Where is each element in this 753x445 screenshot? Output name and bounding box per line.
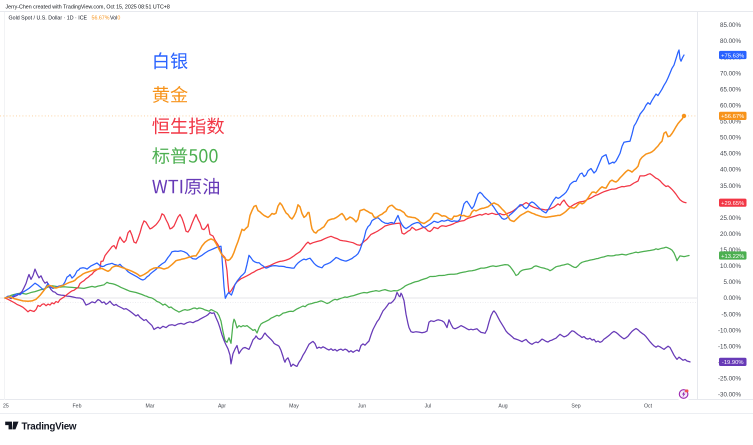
svg-text:Feb: Feb <box>73 404 82 410</box>
svg-text:Jerry-Chen created with Tradin: Jerry-Chen created with TradingView.com,… <box>6 4 170 10</box>
svg-text:+75.63%: +75.63% <box>721 53 744 59</box>
svg-text:70.00%: 70.00% <box>720 70 741 77</box>
svg-text:TradingView: TradingView <box>22 422 77 433</box>
svg-text:55.00%: 55.00% <box>720 119 741 126</box>
svg-text:25.00%: 25.00% <box>720 215 741 222</box>
svg-text:5.00%: 5.00% <box>723 279 741 286</box>
svg-text:25: 25 <box>3 404 9 410</box>
svg-text:Aug: Aug <box>498 404 507 410</box>
svg-text:Gold Spot / U.S. Dollar · 1D ·: Gold Spot / U.S. Dollar · 1D · ICE 56.67%… <box>9 15 121 21</box>
svg-text:10.00%: 10.00% <box>720 263 741 270</box>
svg-text:45.00%: 45.00% <box>720 151 741 158</box>
svg-text:0.00%: 0.00% <box>723 295 741 302</box>
svg-text:80.00%: 80.00% <box>720 38 741 45</box>
svg-text:65.00%: 65.00% <box>720 86 741 93</box>
svg-text:-19.90%: -19.90% <box>722 360 744 366</box>
svg-text:May: May <box>289 404 299 410</box>
svg-text:Jul: Jul <box>425 404 432 410</box>
svg-text:+29.65%: +29.65% <box>721 201 744 207</box>
svg-text:85.00%: 85.00% <box>720 22 741 29</box>
svg-text:Oct: Oct <box>644 404 653 410</box>
svg-text:-15.00%: -15.00% <box>718 343 742 350</box>
svg-text:-25.00%: -25.00% <box>718 376 742 383</box>
svg-text:Jun: Jun <box>358 404 366 410</box>
svg-text:Sep: Sep <box>571 404 580 410</box>
svg-text:-10.00%: -10.00% <box>718 327 742 334</box>
svg-text:Apr: Apr <box>218 404 226 410</box>
svg-text:60.00%: 60.00% <box>720 103 741 110</box>
svg-text:-5.00%: -5.00% <box>721 311 741 318</box>
svg-text:40.00%: 40.00% <box>720 167 741 174</box>
svg-text:15.00%: 15.00% <box>720 247 741 254</box>
svg-text:35.00%: 35.00% <box>720 183 741 190</box>
svg-text:Mar: Mar <box>146 404 155 410</box>
svg-text:-30.00%: -30.00% <box>718 392 742 399</box>
svg-text:20.00%: 20.00% <box>720 231 741 238</box>
svg-text:+56.67%: +56.67% <box>721 114 744 120</box>
svg-text:+13.22%: +13.22% <box>721 254 744 260</box>
svg-text:50.00%: 50.00% <box>720 135 741 142</box>
